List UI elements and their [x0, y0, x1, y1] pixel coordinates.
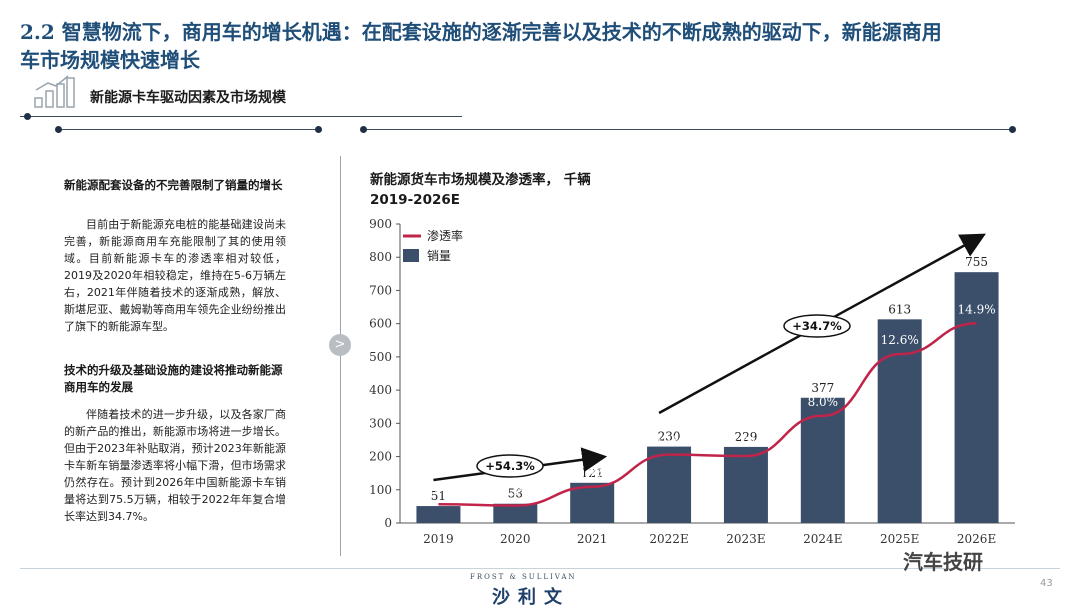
legend-label-rate: 渗透率 — [427, 228, 463, 243]
section-subtitle: 新能源卡车驱动因素及市场规模 — [90, 90, 286, 106]
watermark-text: 汽车技研 — [903, 550, 983, 574]
section2-body: 伴随着技术的进一步升级，以及各家厂商的新产品的推出，新能源市场将进一步增长。但由… — [64, 408, 286, 523]
rate-value-label: 8.0% — [808, 395, 839, 409]
market-size-chart: 0 100 200 300 400 500 600 700 800 900 2019 51 2020 5… — [369, 217, 1015, 546]
bar-2026E — [954, 272, 999, 523]
bar-2021 — [570, 482, 615, 523]
x-tick-label: 2023E — [726, 532, 765, 546]
section2-heading: 技术的升级及基础设施的建设将推动新能源商用车的发展 — [64, 363, 283, 394]
section1-body: 目前由于新能源充电桩的能基础建设尚未完善，新能源商用车充能限制了其的使用领域。目… — [64, 218, 286, 333]
bar-2020 — [493, 503, 538, 523]
x-tick-label: 2024E — [803, 532, 842, 546]
legend-bar-swatch — [403, 249, 419, 262]
cagr-badge-1 — [476, 454, 544, 478]
rule-dot — [24, 113, 31, 120]
cagr-label-1: +54.3% — [485, 459, 535, 473]
right-column-rule — [364, 129, 1014, 130]
bar-value-label: 229 — [734, 430, 757, 444]
bar-value-label: 377 — [811, 381, 834, 395]
bar-2022E — [647, 446, 692, 523]
footer-brand-logo: 沙利文 — [492, 587, 570, 608]
x-tick-label: 2020 — [500, 532, 531, 546]
x-tick-label: 2025E — [880, 532, 919, 546]
x-tick-label: 2021 — [577, 532, 608, 546]
rate-value-label: 5.1% — [654, 434, 685, 448]
subtitle-rule — [20, 116, 462, 117]
y-tick-label: 200 — [369, 450, 392, 464]
legend-label-sales: 销量 — [427, 249, 451, 263]
y-tick-label: 100 — [369, 483, 392, 497]
y-tick-label: 0 — [384, 516, 392, 530]
y-tick-label: 500 — [369, 350, 392, 364]
page-title-line-1: 2.2 智慧物流下，商用车的增长机遇：在配套设施的逐渐完善以及技术的不断成熟的驱… — [20, 20, 942, 44]
bar-value-label: 58 — [508, 487, 523, 501]
y-tick-label: 600 — [369, 317, 392, 331]
left-column-rule — [58, 129, 320, 130]
bar-2025E — [877, 319, 922, 523]
y-tick-label: 800 — [369, 250, 392, 264]
bar-2019 — [416, 506, 461, 523]
y-tick-label: 300 — [369, 416, 392, 430]
penetration-rate-line — [438, 322, 977, 507]
section1-heading: 新能源配套设备的不完善限制了销量的增长 — [64, 178, 283, 192]
rule-dot — [360, 126, 367, 133]
rate-value-label: 1.4% — [423, 483, 454, 497]
x-tick-label: 2022E — [649, 532, 688, 546]
rule-dot — [55, 126, 62, 133]
rule-dot — [315, 126, 322, 133]
x-tick-label: 2019 — [423, 532, 454, 546]
bar-value-label: 230 — [658, 430, 681, 444]
rate-value-label: 12.6% — [881, 333, 919, 347]
page-title-line-2: 车市场规模快速增长 — [20, 48, 200, 72]
cagr-label-2: +34.7% — [792, 319, 842, 333]
footer-rule — [20, 568, 1060, 569]
y-tick-label: 900 — [369, 217, 392, 231]
column-divider — [340, 156, 341, 556]
footer-brand-small: FROST & SULLIVAN — [470, 573, 577, 581]
rate-value-label: 5.0% — [731, 435, 762, 449]
cagr-badge-2 — [783, 314, 851, 338]
rate-value-label: 2.7% — [577, 466, 608, 480]
rate-value-label: 1.3% — [500, 485, 531, 499]
chart-title: 新能源货车市场规模及渗透率， 千辆 2019-2026E — [370, 170, 591, 210]
y-tick-label: 700 — [369, 283, 392, 297]
rule-dot — [1009, 126, 1016, 133]
bar-value-label: 613 — [888, 302, 911, 316]
chart-title-line-2: 2019-2026E — [370, 192, 460, 208]
x-tick-label: 2026E — [957, 532, 996, 546]
chevron-right-icon: > — [329, 334, 351, 356]
y-tick-label: 400 — [369, 383, 392, 397]
chart-title-line-1: 新能源货车市场规模及渗透率， 千辆 — [370, 172, 591, 188]
rate-value-label: 14.9% — [958, 302, 996, 316]
bar-2023E — [723, 446, 768, 523]
bar-value-label: 755 — [965, 255, 988, 269]
bar-value-label: 51 — [431, 489, 446, 503]
bar-chart-icon — [34, 75, 75, 108]
page-number: 43 — [1040, 578, 1053, 589]
